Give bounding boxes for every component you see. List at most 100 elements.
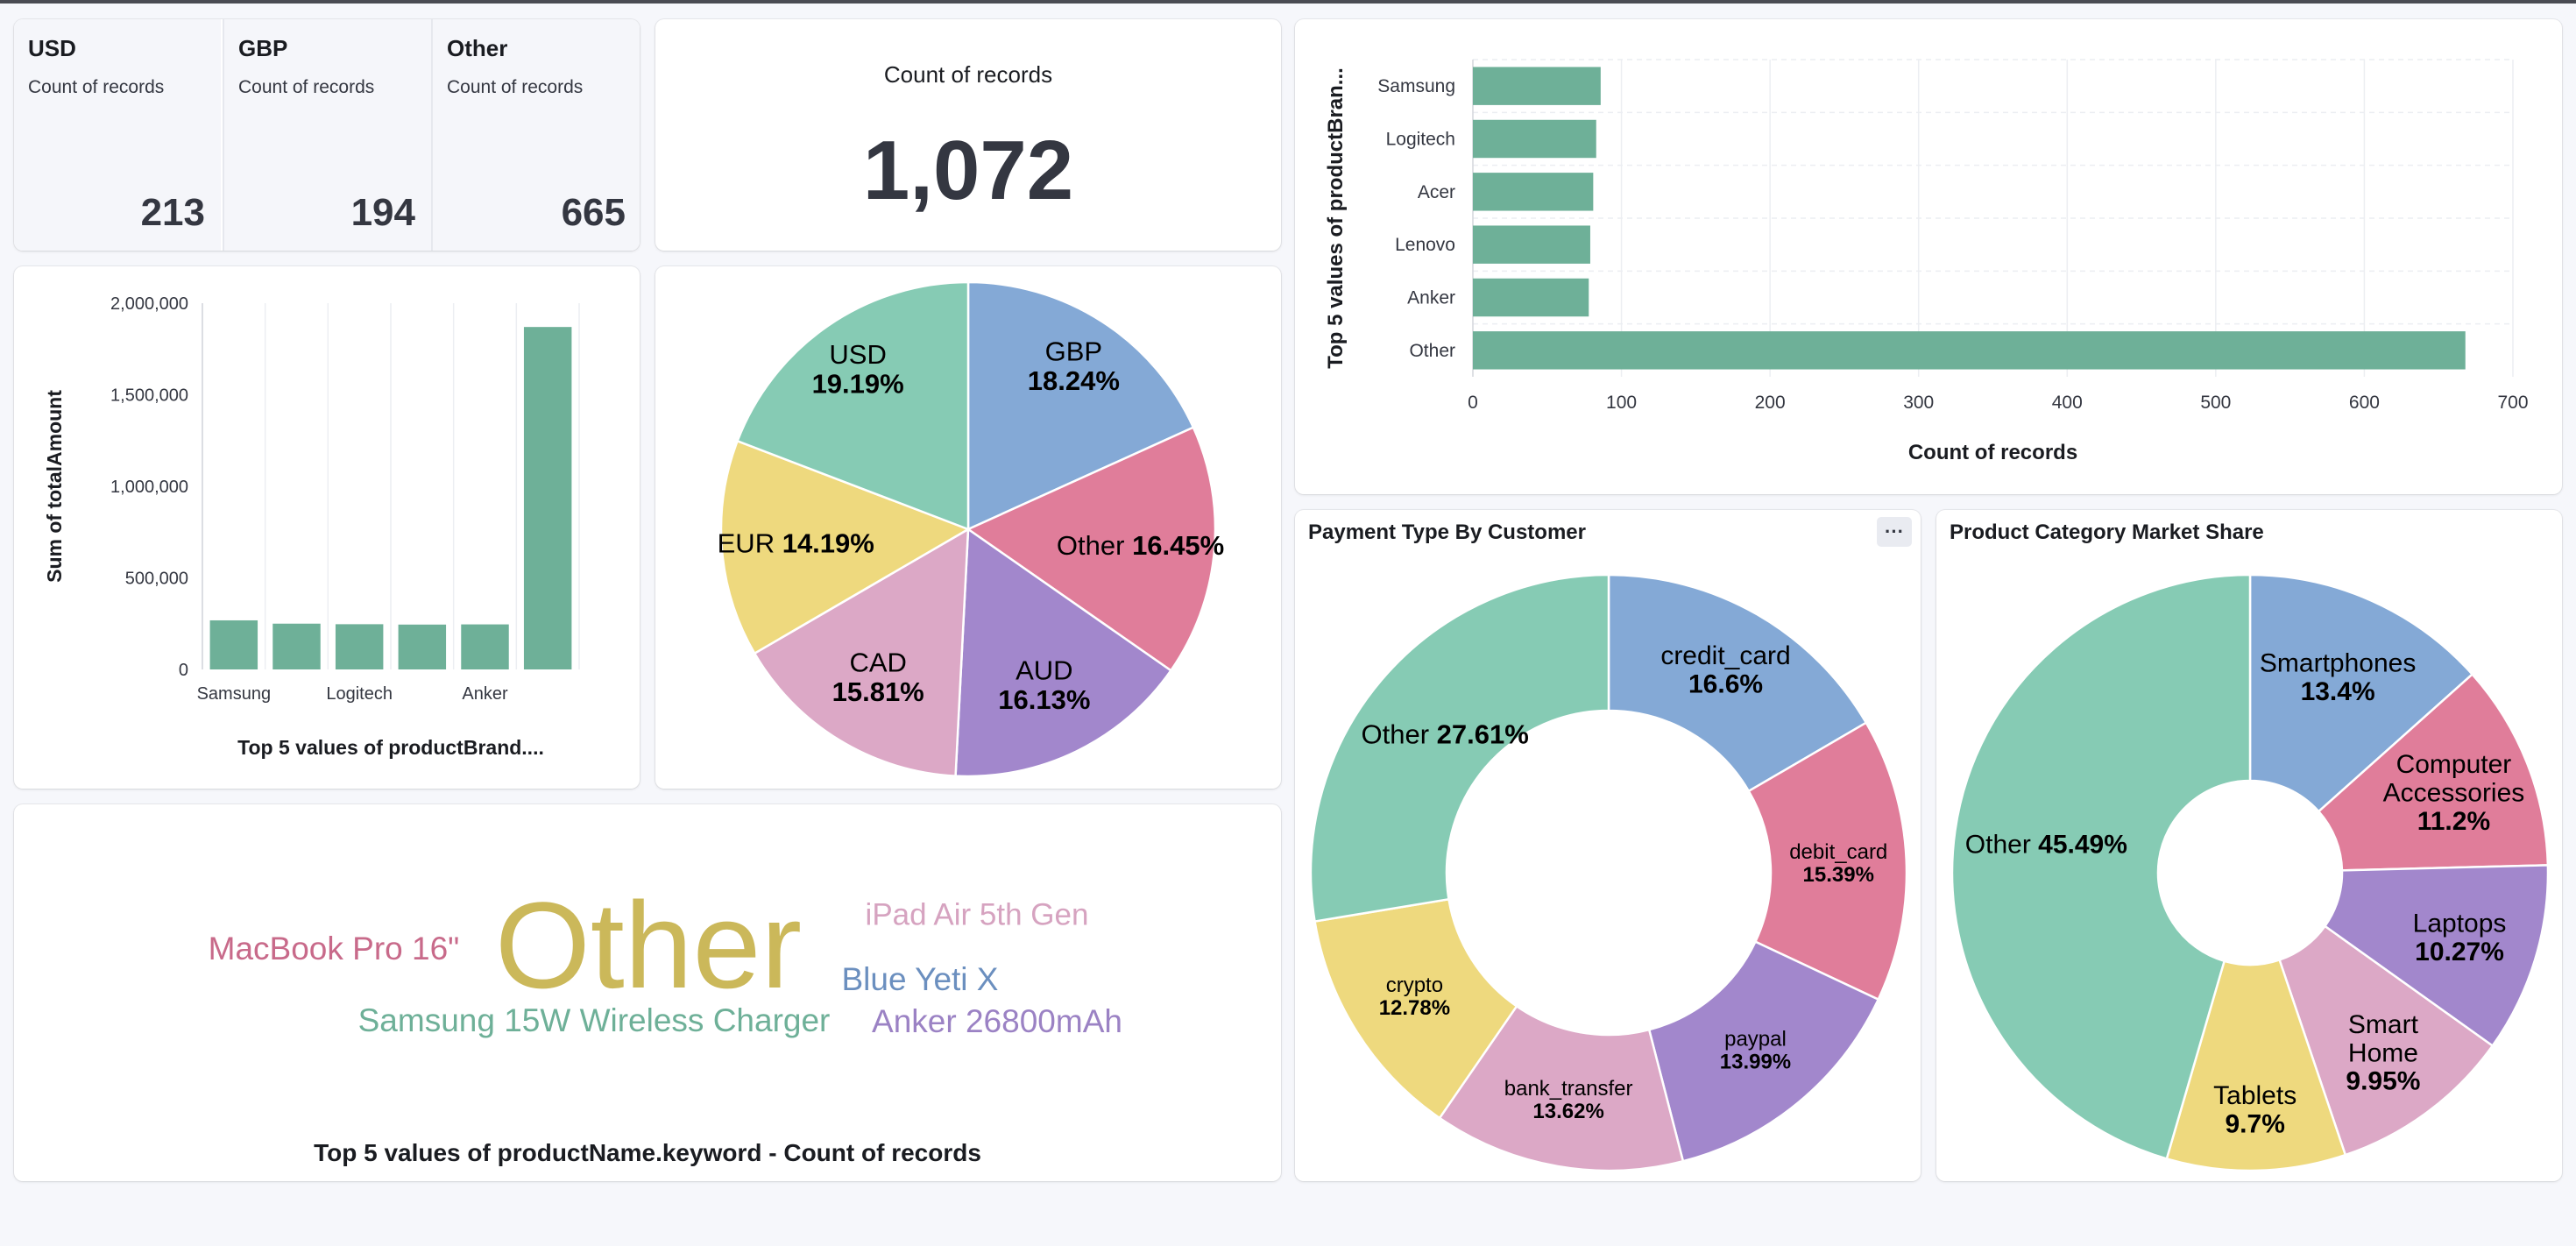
slice-label: paypal xyxy=(1724,1028,1787,1051)
tagcloud-word[interactable]: MacBook Pro 16" xyxy=(209,931,460,966)
pie-slice[interactable] xyxy=(719,439,971,655)
slice-label: Smartphones xyxy=(2260,649,2416,678)
slice-value: 9.95% xyxy=(2346,1067,2420,1096)
bar[interactable] xyxy=(1473,173,1594,211)
tagcloud-title: Top 5 values of productName.keyword - Co… xyxy=(314,1139,981,1166)
pie-slice[interactable] xyxy=(1950,573,2252,1160)
slice-value: 16.13% xyxy=(998,684,1090,715)
slice-label: crypto xyxy=(1386,973,1443,997)
metric-other[interactable]: Other Count of records 665 xyxy=(431,19,640,251)
tagcloud-word[interactable]: iPad Air 5th Gen xyxy=(866,897,1089,931)
bar[interactable] xyxy=(272,623,321,669)
tagcloud-word[interactable]: Blue Yeti X xyxy=(842,961,999,997)
y-tick-label: 500,000 xyxy=(125,570,188,589)
metric-subtitle: Count of records xyxy=(238,77,375,97)
y-tick-label: 2,000,000 xyxy=(110,294,188,314)
metric-subtitle: Count of records xyxy=(447,77,584,97)
pie-slice[interactable] xyxy=(966,280,1195,531)
pie-slice[interactable] xyxy=(2323,864,2550,1048)
bar[interactable] xyxy=(335,624,384,669)
x-tick-label: 700 xyxy=(2497,393,2528,413)
y-tick-label: Logitech xyxy=(1386,130,1455,150)
slice-value: 15.39% xyxy=(1803,863,1874,887)
bar[interactable] xyxy=(1473,331,2466,370)
payment-donut-panel: Payment Type By Customer ··· credit_card… xyxy=(1295,510,1921,1181)
slice-label: debit_card xyxy=(1789,840,1887,864)
slice-label: Computer xyxy=(2396,750,2512,779)
pie-slice[interactable] xyxy=(753,527,970,777)
x-tick-label: 600 xyxy=(2349,393,2380,413)
y-tick-label: Acer xyxy=(1418,182,1455,202)
top-bar xyxy=(0,0,2576,4)
bar[interactable] xyxy=(1473,119,1596,159)
panel-options-button[interactable]: ··· xyxy=(1877,517,1912,547)
category-donut-panel: Product Category Market Share Smartphone… xyxy=(1936,510,2562,1181)
currency-metrics-panel: USD Count of records 213 GBP Count of re… xyxy=(14,19,640,251)
metric-usd[interactable]: USD Count of records 213 xyxy=(14,19,221,251)
slice-value: 15.81% xyxy=(832,676,924,707)
pie-slice[interactable] xyxy=(2248,573,2474,813)
y-tick-label: Samsung xyxy=(1377,76,1455,96)
bar[interactable] xyxy=(398,624,447,669)
slice-label: Home xyxy=(2348,1038,2418,1067)
pie-slice[interactable] xyxy=(735,280,970,531)
payment-panel-title: Payment Type By Customer xyxy=(1308,520,1586,544)
slice-label: credit_card xyxy=(1660,641,1790,670)
pie-slice[interactable] xyxy=(954,527,1173,778)
bar[interactable] xyxy=(209,619,258,669)
slice-label: Accessories xyxy=(2383,778,2525,807)
metric-title: USD xyxy=(28,35,76,61)
slice-label-group: Other 45.49% xyxy=(1965,830,2127,859)
slice-value: 19.19% xyxy=(812,369,904,400)
slice-label-group: Other 27.61% xyxy=(1361,719,1528,749)
category-panel-title: Product Category Market Share xyxy=(1950,520,2264,544)
total-value: 1,072 xyxy=(862,124,1074,217)
slice-value: 11.2% xyxy=(2417,807,2490,836)
slice-label: GBP xyxy=(1045,336,1102,367)
y-axis-title: Sum of totalAmount xyxy=(43,390,66,583)
bar[interactable] xyxy=(1473,278,1589,317)
slice-value: 12.78% xyxy=(1379,996,1450,1020)
y-tick-label: 0 xyxy=(179,661,188,680)
bar[interactable] xyxy=(1473,225,1590,264)
x-tick-label: Samsung xyxy=(197,684,272,704)
tagcloud-word[interactable]: Samsung 15W Wireless Charger xyxy=(358,1002,831,1038)
x-tick-label: 100 xyxy=(1606,393,1637,413)
brand-sum-bar-chart: 0 500,000 1,000,000 1,500,000 2,000,000 Samsu… xyxy=(43,294,580,759)
brand-count-hbar-chart: 0 100 200 300 400 500 600 700 Samsung Logitech Ace… xyxy=(1324,59,2529,464)
pie-slice[interactable] xyxy=(2317,672,2550,872)
pie-slice[interactable] xyxy=(966,426,1217,672)
currency-pie-panel: GBP 18.24% Other 16.45% AUD 16.13% CAD 15.81% E… xyxy=(655,266,1281,789)
bar[interactable] xyxy=(523,327,572,669)
pie-slice[interactable] xyxy=(1647,940,1880,1163)
pie-slice[interactable] xyxy=(1309,573,1610,924)
x-tick-label: 300 xyxy=(1903,393,1934,413)
y-tick-label: Lenovo xyxy=(1395,235,1455,255)
pie-slice[interactable] xyxy=(1438,1004,1685,1172)
pie-slice[interactable] xyxy=(1607,573,1868,793)
y-axis-title: Top 5 values of productBran... xyxy=(1324,67,1348,369)
slice-label: Tablets xyxy=(2213,1081,2296,1110)
pie-slice[interactable] xyxy=(2165,958,2347,1172)
bar[interactable] xyxy=(1473,67,1601,105)
metric-gbp[interactable]: GBP Count of records 194 xyxy=(223,19,431,251)
bar[interactable] xyxy=(461,624,509,669)
pie-slice[interactable] xyxy=(2278,924,2495,1157)
metric-value: 194 xyxy=(350,191,415,234)
tagcloud-word[interactable]: Anker 26800mAh xyxy=(872,1003,1122,1039)
slice-label: EUR 14.19% xyxy=(718,528,874,559)
y-tick-label: Anker xyxy=(1407,288,1455,308)
tagcloud-word[interactable]: Other xyxy=(495,876,802,1014)
pie-slice[interactable] xyxy=(1747,721,1908,1002)
